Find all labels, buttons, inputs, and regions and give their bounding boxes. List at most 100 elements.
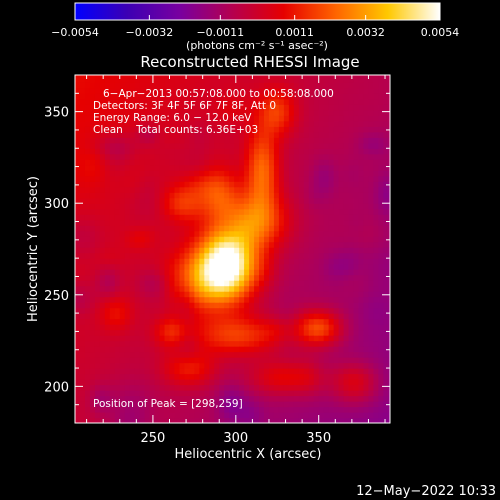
heatmap-cell: [254, 296, 260, 303]
heatmap-cell: [378, 186, 384, 193]
heatmap-cell: [343, 148, 350, 155]
heatmap-cell: [109, 324, 116, 331]
heatmap-cell: [229, 351, 235, 358]
heatmap-cell: [189, 236, 195, 243]
heatmap-cell: [84, 126, 91, 133]
heatmap-cell: [94, 318, 101, 325]
heatmap-cell: [368, 395, 375, 402]
heatmap-cell: [313, 93, 320, 100]
heatmap-cell: [94, 87, 101, 94]
heatmap-cell: [333, 192, 340, 199]
heatmap-cell: [318, 324, 325, 331]
heatmap-cell: [149, 417, 156, 423]
heatmap-cell: [204, 225, 210, 232]
heatmap-cell: [159, 362, 166, 369]
heatmap-cell: [259, 142, 265, 149]
heatmap-cell: [368, 269, 375, 276]
heatmap-cell: [104, 329, 111, 336]
heatmap-cell: [204, 208, 210, 215]
heatmap-cell: [89, 175, 96, 182]
heatmap-cell: [353, 76, 360, 83]
heatmap-cell: [244, 181, 250, 188]
heatmap-cell: [244, 307, 250, 314]
heatmap-cell: [154, 137, 161, 144]
heatmap-cell: [164, 346, 171, 353]
heatmap-cell: [124, 412, 131, 419]
heatmap-cell: [328, 406, 335, 413]
heatmap-cell: [249, 340, 255, 347]
heatmap-cell: [343, 307, 350, 314]
heatmap-cell: [348, 362, 355, 369]
heatmap-cell: [343, 137, 350, 144]
heatmap-cell: [129, 247, 136, 254]
heatmap-cell: [84, 192, 91, 199]
heatmap-cell: [209, 104, 215, 111]
heatmap-cell: [109, 76, 116, 83]
heatmap-cell: [383, 186, 389, 193]
heatmap-cell: [179, 379, 186, 386]
heatmap-cell: [244, 214, 250, 221]
heatmap-cell: [89, 340, 96, 347]
heatmap-cell: [194, 335, 200, 342]
heatmap-cell: [149, 186, 156, 193]
heatmap-cell: [154, 82, 161, 89]
heatmap-cell: [174, 280, 181, 287]
heatmap-cell: [268, 82, 275, 89]
heatmap-cell: [124, 357, 131, 364]
heatmap-cell: [268, 214, 275, 221]
heatmap-cell: [229, 291, 235, 298]
heatmap-cell: [229, 324, 235, 331]
heatmap-cell: [268, 291, 275, 298]
heatmap-cell: [134, 142, 141, 149]
heatmap-cell: [109, 340, 116, 347]
heatmap-cell: [303, 269, 310, 276]
heatmap-cell: [219, 324, 225, 331]
heatmap-cell: [363, 219, 370, 226]
heatmap-cell: [169, 192, 176, 199]
heatmap-cell: [179, 274, 186, 281]
heatmap-cell: [124, 258, 131, 265]
heatmap-cell: [338, 280, 345, 287]
heatmap-cell: [239, 219, 245, 226]
heatmap-cell: [89, 148, 96, 155]
heatmap-cell: [174, 120, 181, 127]
heatmap-cell: [89, 203, 96, 210]
heatmap-cell: [154, 406, 161, 413]
heatmap-cell: [119, 280, 126, 287]
heatmap-cell: [219, 373, 225, 380]
heatmap-cell: [234, 351, 240, 358]
heatmap-cell: [229, 126, 235, 133]
heatmap-cell: [254, 346, 260, 353]
heatmap-cell: [189, 274, 195, 281]
heatmap-cell: [224, 351, 230, 358]
heatmap-cell: [273, 109, 280, 116]
heatmap-cell: [343, 104, 350, 111]
heatmap-cell: [239, 75, 245, 78]
heatmap-cell: [159, 159, 166, 166]
heatmap-cell: [154, 214, 161, 221]
heatmap-cell: [159, 417, 166, 423]
heatmap-cell: [199, 148, 205, 155]
heatmap-cell: [363, 296, 370, 303]
heatmap-cell: [323, 175, 330, 182]
heatmap-cell: [179, 285, 186, 292]
heatmap-cell: [293, 214, 300, 221]
heatmap-cell: [189, 126, 195, 133]
heatmap-cell: [104, 197, 111, 204]
heatmap-cell: [109, 104, 116, 111]
heatmap-cell: [124, 395, 131, 402]
heatmap-cell: [134, 82, 141, 89]
heatmap-cell: [144, 126, 151, 133]
heatmap-cell: [383, 357, 389, 364]
heatmap-cell: [308, 417, 315, 423]
heatmap-cell: [244, 164, 250, 171]
heatmap-cell: [169, 329, 176, 336]
heatmap-cell: [159, 192, 166, 199]
heatmap-cell: [249, 148, 255, 155]
heatmap-cell: [273, 126, 280, 133]
heatmap-cell: [234, 76, 240, 83]
heatmap-cell: [313, 307, 320, 314]
heatmap-cell: [224, 241, 230, 248]
heatmap-cell: [134, 302, 141, 309]
heatmap-cell: [169, 75, 176, 78]
